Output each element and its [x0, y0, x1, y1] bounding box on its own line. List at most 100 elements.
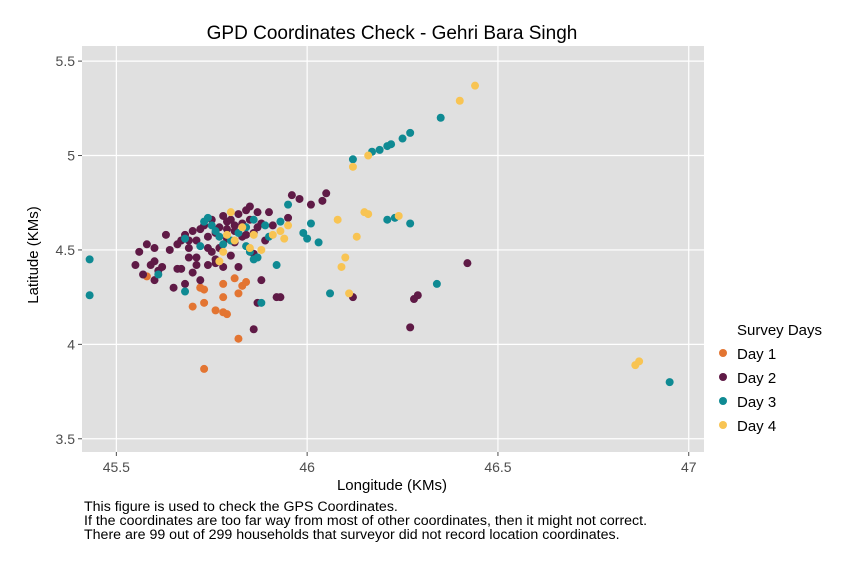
x-axis-title: Longitude (KMs) [337, 477, 447, 494]
data-point [211, 306, 220, 315]
data-point [383, 215, 392, 224]
caption-line-2: If the coordinates are too far way from … [84, 513, 648, 529]
caption-line-1: This figure is used to check the GPS Coo… [84, 499, 398, 515]
data-point [150, 276, 159, 285]
x-axis-ticks: 45.5 46 46.5 47 [103, 452, 697, 475]
data-point [234, 334, 243, 343]
data-point [200, 364, 209, 373]
legend: Survey Days Day 1 Day 2 Day 3 Day 4 [719, 322, 822, 435]
data-point [284, 213, 293, 222]
data-point [432, 279, 441, 288]
data-point [471, 81, 480, 90]
data-point [249, 230, 258, 239]
data-points [85, 81, 674, 387]
data-point [169, 283, 178, 292]
data-point [196, 283, 205, 292]
data-point [234, 289, 243, 298]
data-point [268, 221, 277, 230]
data-point [230, 221, 239, 230]
plot-panel [82, 46, 704, 452]
data-point [219, 211, 228, 220]
data-point [219, 308, 228, 317]
data-point [306, 219, 315, 228]
data-point [219, 247, 228, 256]
data-point [375, 145, 384, 154]
data-point [203, 213, 212, 222]
data-point [406, 219, 415, 228]
x-tick-label: 47 [681, 459, 697, 475]
x-tick-label: 46.5 [484, 459, 511, 475]
data-point [341, 253, 350, 262]
data-point [211, 227, 220, 236]
data-point [406, 128, 415, 137]
data-point [306, 200, 315, 209]
data-point [348, 162, 357, 171]
data-point [318, 196, 327, 205]
data-point [226, 208, 235, 217]
data-point [387, 140, 396, 149]
data-point [219, 262, 228, 271]
data-point [635, 357, 644, 366]
data-point [299, 228, 308, 237]
data-point [272, 261, 281, 270]
data-point [276, 293, 285, 302]
data-point [238, 223, 247, 232]
data-point [215, 232, 224, 241]
data-point [203, 261, 212, 270]
figure-caption: This figure is used to check the GPS Coo… [84, 500, 647, 542]
y-tick-label: 4 [67, 336, 75, 352]
data-point [276, 227, 285, 236]
data-point [181, 279, 190, 288]
data-point [234, 210, 243, 219]
data-point [253, 208, 262, 217]
y-tick-label: 4.5 [56, 242, 76, 258]
data-point [192, 253, 201, 262]
data-point [364, 210, 373, 219]
legend-label: Day 4 [737, 418, 776, 435]
data-point [139, 270, 148, 279]
data-point [173, 240, 182, 249]
data-point [158, 262, 167, 271]
data-point [181, 234, 190, 243]
data-point [257, 298, 266, 307]
data-point [280, 234, 289, 243]
data-point [85, 255, 94, 264]
data-point [455, 96, 464, 105]
data-point [219, 279, 228, 288]
data-point [345, 289, 354, 298]
data-point [226, 251, 235, 260]
data-point [253, 223, 262, 232]
data-point [348, 155, 357, 164]
data-point [234, 262, 243, 271]
data-point [333, 215, 342, 224]
data-point [184, 244, 193, 253]
caption-line-3: There are 99 out of 299 households that … [84, 527, 620, 543]
data-point [192, 261, 201, 270]
data-point [295, 194, 304, 203]
legend-key [719, 373, 727, 381]
y-tick-label: 5 [67, 148, 75, 164]
data-point [261, 221, 270, 230]
legend-title: Survey Days [737, 322, 822, 339]
x-tick-label: 46 [299, 459, 315, 475]
data-point [234, 228, 243, 237]
data-point [196, 242, 205, 251]
data-point [230, 236, 239, 245]
data-point [223, 225, 232, 234]
data-point [245, 244, 254, 253]
data-point [150, 257, 159, 266]
data-point [142, 240, 151, 249]
data-point [413, 291, 422, 300]
x-tick-label: 45.5 [103, 459, 130, 475]
data-point [184, 253, 193, 262]
data-point [85, 291, 94, 300]
y-tick-label: 5.5 [56, 53, 76, 69]
data-point [303, 234, 312, 243]
legend-label: Day 3 [737, 394, 776, 411]
data-point [196, 276, 205, 285]
series-day-3 [85, 113, 674, 387]
data-point [181, 287, 190, 296]
data-point [150, 244, 159, 253]
data-point [352, 232, 361, 241]
